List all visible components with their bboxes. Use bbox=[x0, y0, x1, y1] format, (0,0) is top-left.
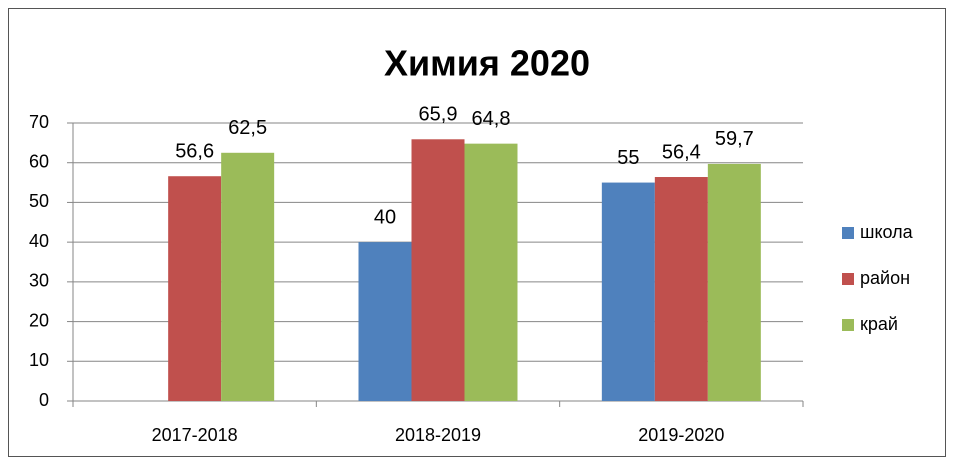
bar bbox=[601, 182, 655, 401]
value-label: 59,7 bbox=[715, 128, 754, 150]
bar bbox=[221, 152, 275, 401]
bar bbox=[411, 139, 465, 402]
value-label: 40 bbox=[374, 206, 396, 228]
y-tick-label: 50 bbox=[29, 191, 49, 211]
legend-swatch bbox=[842, 273, 854, 285]
x-tick-label: 2019-2020 bbox=[638, 425, 724, 445]
value-label: 56,4 bbox=[662, 141, 701, 163]
y-tick-label: 60 bbox=[29, 151, 49, 171]
chart-title: Химия 2020 bbox=[384, 43, 590, 84]
y-tick-label: 10 bbox=[29, 350, 49, 370]
legend-swatch bbox=[842, 227, 854, 239]
bar bbox=[464, 143, 518, 401]
bar bbox=[654, 177, 708, 401]
x-tick-label: 2018-2019 bbox=[395, 425, 481, 445]
legend-label: край bbox=[860, 314, 898, 334]
y-tick-label: 40 bbox=[29, 231, 49, 251]
bar bbox=[358, 242, 412, 401]
bar bbox=[707, 163, 761, 401]
legend-label: район bbox=[860, 268, 910, 288]
y-tick-label: 30 bbox=[29, 271, 49, 291]
value-label: 56,6 bbox=[175, 140, 214, 162]
value-label: 62,5 bbox=[228, 117, 267, 139]
x-tick-label: 2017-2018 bbox=[152, 425, 238, 445]
y-tick-label: 0 bbox=[39, 390, 49, 410]
legend-swatch bbox=[842, 319, 854, 331]
value-label: 64,8 bbox=[472, 108, 511, 130]
legend-label: школа bbox=[860, 222, 914, 242]
value-label: 55 bbox=[617, 147, 639, 169]
bar bbox=[168, 176, 222, 401]
value-label: 65,9 bbox=[419, 104, 458, 126]
y-tick-label: 70 bbox=[29, 112, 49, 132]
y-tick-label: 20 bbox=[29, 310, 49, 330]
